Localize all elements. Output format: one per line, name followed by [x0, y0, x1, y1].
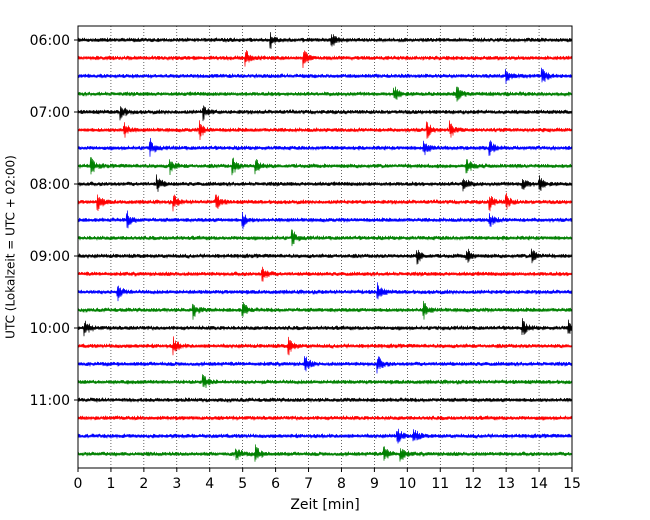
x-tick-label: 3	[172, 476, 181, 492]
trace-row-0745	[77, 157, 573, 176]
trace-row-1130	[77, 428, 573, 444]
trace-row-0845	[77, 229, 573, 247]
y-tick-label: 08:00	[30, 177, 70, 193]
x-tick-label: 1	[106, 476, 115, 492]
y-tick-label: 07:00	[30, 105, 70, 121]
trace-row-0700	[77, 105, 573, 122]
y-axis-label: UTC (Lokalzeit = UTC + 02:00)	[4, 155, 18, 339]
trace-row-0915	[77, 266, 573, 282]
trace-row-0715	[77, 120, 573, 141]
y-axis-ticks: 06:00 07:00 08:00 09:00 10:00 11:00	[30, 33, 78, 409]
trace-rows	[77, 32, 573, 462]
y-tick-label: 06:00	[30, 33, 70, 49]
trace-row-0800	[77, 174, 573, 192]
x-tick-label: 10	[398, 476, 416, 492]
x-tick-label: 2	[139, 476, 148, 492]
x-tick-label: 8	[337, 476, 346, 492]
trace-row-0600	[77, 32, 573, 49]
trace-row-1115	[77, 415, 573, 421]
trace-row-1100	[77, 397, 573, 403]
x-tick-label: 12	[464, 476, 482, 492]
trace-row-1145	[77, 444, 573, 462]
x-tick-label: 14	[530, 476, 548, 492]
x-tick-label: 13	[497, 476, 515, 492]
x-tick-label: 7	[304, 476, 313, 492]
y-tick-label: 09:00	[30, 249, 70, 265]
trace-row-1030	[77, 356, 573, 374]
trace-row-0645	[77, 86, 573, 102]
trace-row-0900	[77, 248, 573, 265]
trace-row-0615	[77, 50, 573, 69]
trace-row-0730	[77, 137, 573, 157]
x-tick-label: 4	[205, 476, 214, 492]
y-tick-label: 11:00	[30, 393, 70, 409]
trace-row-0830	[77, 210, 573, 230]
trace-row-0930	[77, 282, 573, 302]
y-tick-label: 10:00	[30, 321, 70, 337]
x-tick-label: 9	[370, 476, 379, 492]
x-axis-ticks: 0 1 2 3 4 5 6 7 8 9 10 11 12 13 14 15	[74, 468, 581, 492]
x-tick-label: 15	[563, 476, 581, 492]
x-axis-label: Zeit [min]	[290, 497, 359, 513]
x-tick-label: 6	[271, 476, 280, 492]
x-tick-label: 5	[238, 476, 247, 492]
x-tick-label: 0	[74, 476, 83, 492]
x-tick-label: 11	[431, 476, 449, 492]
trace-row-1015	[77, 336, 573, 356]
plot-frame	[77, 25, 573, 469]
trace-row-0815	[77, 192, 573, 212]
trace-row-1045	[77, 374, 573, 389]
trace-row-0945	[77, 300, 573, 320]
trace-row-1000	[77, 318, 573, 337]
trace-row-0630	[77, 67, 573, 84]
